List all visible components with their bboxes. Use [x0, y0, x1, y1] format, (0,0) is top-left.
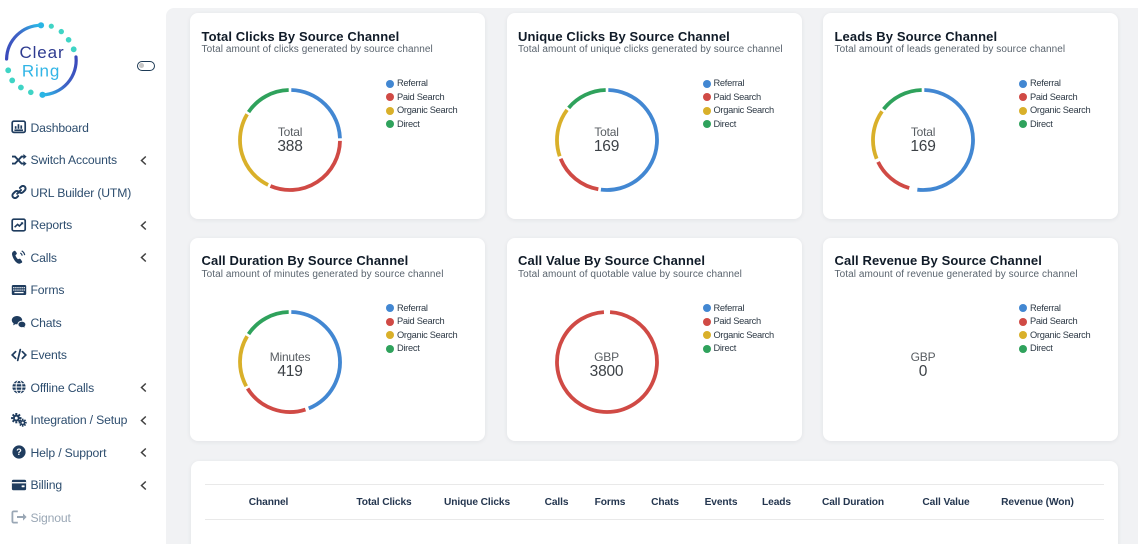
svg-text:Clear: Clear: [19, 43, 64, 62]
svg-text:Ring: Ring: [22, 62, 60, 81]
svg-text:?: ?: [16, 447, 22, 457]
